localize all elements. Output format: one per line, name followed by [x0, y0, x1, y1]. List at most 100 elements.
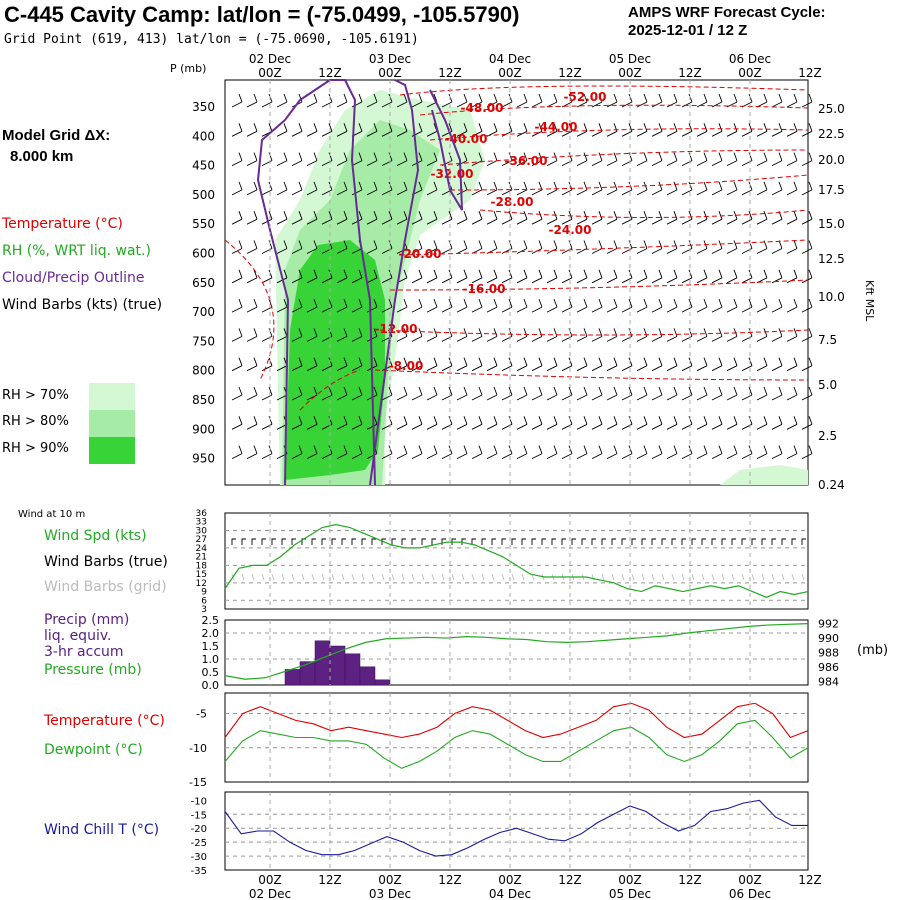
wind-barb	[516, 445, 528, 460]
wind-barb	[801, 386, 813, 401]
wind-barb-true	[671, 538, 676, 545]
pressure-tick-label: 950	[192, 452, 215, 466]
time-tick-label-top: 12Z	[318, 66, 342, 80]
wind-barb	[351, 181, 363, 196]
wind-barb	[636, 298, 648, 313]
wind-speed-tick-label: 24	[196, 544, 208, 554]
wind-barb	[546, 269, 558, 284]
time-tick-label-bottom: 12Z	[318, 873, 342, 887]
temperature-contour	[399, 85, 809, 96]
date-label-bottom: 02 Dec	[249, 887, 291, 900]
wind-barb	[291, 240, 303, 254]
wind-barb	[246, 328, 258, 342]
wind-barb	[696, 328, 708, 342]
wind-barb	[231, 211, 243, 225]
wind-barb	[486, 211, 498, 225]
wind-chill-line	[224, 799, 808, 857]
wind-barb	[231, 328, 243, 342]
wind-barb	[666, 181, 678, 196]
pressure-tick-label: 550	[192, 217, 215, 231]
wind-barb	[351, 269, 363, 284]
wind-barb	[606, 386, 618, 401]
temperature-contour-label: -20.00	[399, 247, 442, 261]
wind-barb	[591, 152, 603, 167]
kft-tick-label: 22.5	[818, 127, 845, 141]
wind-barb	[276, 152, 288, 167]
wind-barb	[456, 328, 468, 342]
wind-barb-grid	[801, 573, 805, 581]
wind-barb	[771, 445, 783, 460]
wind-barb	[531, 445, 543, 460]
wind-barb	[306, 152, 318, 167]
wind-barb-grid	[761, 573, 765, 581]
temperature-tick-label: -10	[189, 742, 207, 755]
date-label-top: 05 Dec	[609, 52, 651, 66]
wind-barb-true	[411, 538, 416, 545]
wind-barb	[501, 123, 513, 137]
wind-barb	[246, 386, 258, 401]
wind-chill-tick-label: -15	[191, 810, 207, 821]
kft-tick-label: 0.24	[818, 478, 845, 492]
wind-barb	[696, 357, 708, 372]
wind-barb	[711, 357, 723, 372]
wind-barb	[486, 328, 498, 342]
wind-barb-true	[431, 538, 436, 545]
legend-precip: Precip (mm)	[44, 612, 130, 628]
wind-barb-true	[681, 538, 686, 545]
wind-speed-tick-label: 9	[201, 588, 207, 598]
wind-barb	[636, 211, 648, 225]
time-tick-label-top: 00Z	[378, 66, 402, 80]
wind-barb	[411, 298, 423, 313]
wind-barb-true	[281, 538, 286, 545]
wind-barb	[231, 123, 243, 137]
wind-barb	[636, 445, 648, 460]
wind-barb	[306, 211, 318, 225]
wind-speed-tick-label: 6	[201, 596, 207, 606]
wind-barb	[231, 181, 243, 196]
wind-barb	[471, 123, 483, 137]
wind-barb	[726, 357, 738, 372]
wind-barb	[351, 357, 363, 372]
wind-barb-true	[251, 538, 256, 545]
wind-barb	[306, 240, 318, 254]
wind-barb-true	[651, 538, 656, 545]
forecast-cycle-label: AMPS WRF Forecast Cycle:	[628, 4, 826, 21]
wind-barb	[396, 152, 408, 167]
precip-bar	[344, 653, 361, 686]
kft-tick-label: 7.5	[818, 333, 837, 347]
wind-barb-grid	[281, 573, 285, 581]
precip-tick-label: 0.0	[202, 679, 220, 692]
wind-barb	[516, 93, 528, 108]
wind-speed-tick-label: 18	[196, 561, 208, 571]
legend-precip-liq: liq. equiv.	[44, 628, 112, 644]
wind-barb	[636, 93, 648, 108]
wind-barb	[741, 211, 753, 225]
wind-speed-tick-label: 33	[196, 518, 207, 528]
wind-barb	[606, 181, 618, 196]
wind-barb	[711, 123, 723, 137]
wind-barb-true	[371, 538, 376, 545]
wind-barb	[801, 240, 813, 254]
kft-tick-label: 25.0	[818, 102, 845, 116]
wind-barb	[516, 152, 528, 167]
temp-dewpoint-frame	[224, 692, 809, 783]
dewpoint-line	[224, 719, 809, 769]
temperature-line	[224, 702, 809, 739]
wind-barb	[231, 386, 243, 401]
wind-barb	[351, 93, 363, 108]
wind-barb	[576, 93, 588, 108]
wind-barb	[456, 386, 468, 401]
wind-barb	[651, 123, 663, 137]
wind-barb	[396, 386, 408, 401]
time-tick-label-bottom: 00Z	[378, 873, 402, 887]
wind-barb	[456, 416, 468, 430]
wind-barb	[306, 328, 318, 342]
wind-barb	[531, 386, 543, 401]
wind-10m-label: Wind at 10 m	[18, 509, 86, 520]
wind-barb	[606, 357, 618, 372]
wind-barb	[651, 181, 663, 196]
pressure-tick-label: 750	[192, 334, 215, 348]
wind-barb-grid	[351, 573, 355, 581]
wind-barb-grid	[621, 573, 625, 581]
wind-barb	[291, 328, 303, 342]
